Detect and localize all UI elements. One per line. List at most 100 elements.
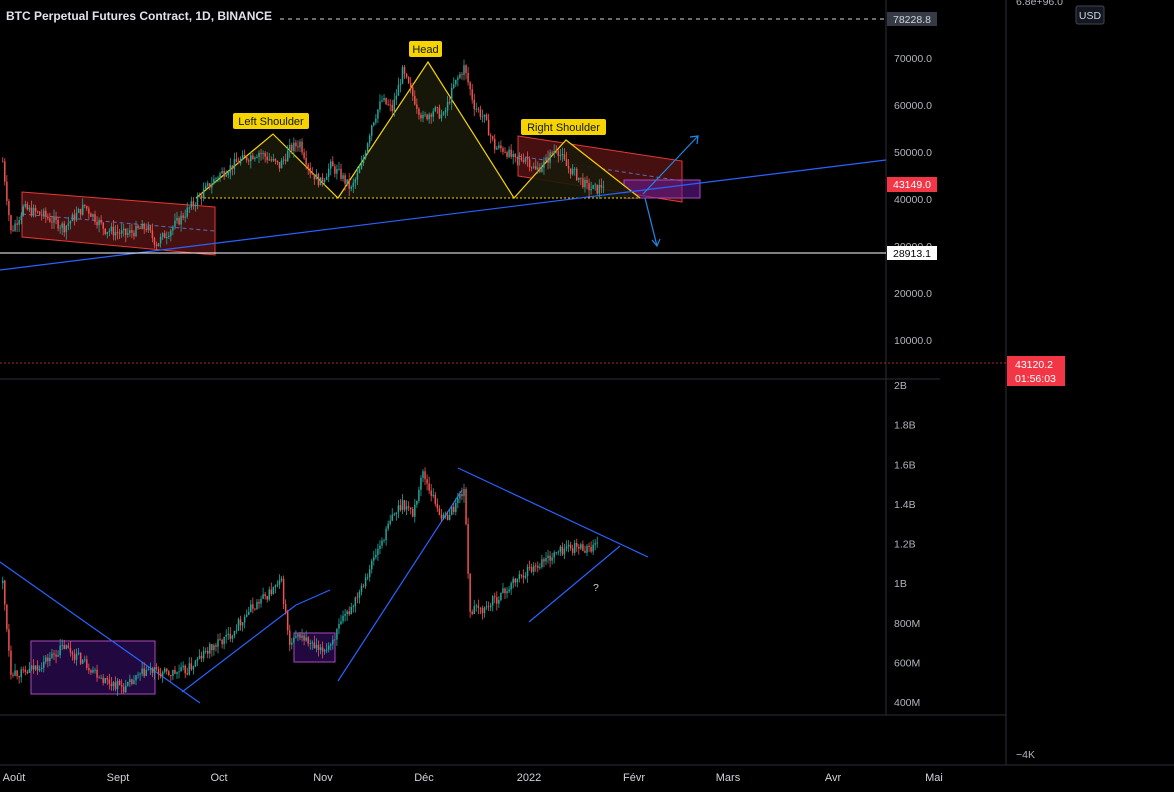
volume-axis-ticks[interactable]: 2B 1.8B 1.6B 1.4B 1.2B 1B 800M 600M 400M (894, 380, 920, 709)
price-candle (535, 166, 537, 170)
price-candle (36, 211, 39, 213)
volume-uptrend-3[interactable] (528, 545, 621, 623)
volume-candle (297, 634, 299, 637)
price-candle (237, 162, 240, 164)
volume-candles[interactable] (2, 467, 598, 696)
price-candle (422, 114, 424, 119)
price-candle (412, 87, 414, 96)
price-candle (211, 184, 213, 188)
volume-candle (590, 546, 592, 552)
volume-candle (319, 647, 322, 650)
price-candle (106, 232, 109, 234)
volume-candle (55, 654, 57, 657)
volume-candle (94, 669, 96, 671)
price-candle (461, 74, 463, 76)
volume-candle (381, 540, 383, 546)
head-label[interactable]: Head (409, 41, 442, 57)
price-candle (580, 177, 582, 179)
price-candle (57, 219, 59, 229)
volume-uptrend-1[interactable] (181, 604, 297, 693)
price-tick-label: 60000.0 (894, 100, 932, 112)
price-candle (352, 182, 355, 187)
bearish-arrow-head (651, 238, 661, 248)
price-candle (266, 156, 268, 161)
volume-candle (229, 633, 232, 639)
volume-candle (86, 659, 88, 668)
volume-candle (16, 670, 18, 677)
price-candle (336, 169, 338, 174)
volume-candle (422, 471, 424, 478)
volume-candle (186, 673, 188, 675)
volume-candle (166, 668, 168, 672)
price-candle (284, 159, 287, 162)
price-candle (14, 223, 16, 231)
volume-candle (401, 500, 404, 510)
price-candle (327, 168, 330, 177)
volume-candle (522, 575, 525, 578)
volume-candle (280, 578, 283, 581)
volume-candle (426, 479, 428, 484)
volume-candle (557, 551, 560, 553)
volume-candle (178, 671, 180, 673)
price-candle (213, 179, 215, 185)
volume-candle (291, 642, 293, 645)
volume-candle (161, 672, 164, 676)
right-shoulder-label[interactable]: Right Shoulder (521, 119, 606, 135)
volume-candle (34, 665, 37, 670)
volume-candle (496, 597, 498, 604)
bearish-arrow[interactable] (644, 197, 658, 247)
price-candle (2, 161, 4, 163)
price-candle (578, 177, 580, 180)
volume-candle (209, 644, 211, 654)
volume-candle (532, 565, 535, 572)
price-candle (151, 230, 154, 238)
volume-candle (235, 630, 238, 632)
volume-downtrend-1[interactable] (0, 561, 201, 704)
head-shoulders-pattern[interactable] (195, 60, 641, 199)
price-candle (61, 223, 63, 228)
volume-candle (348, 611, 350, 615)
volume-candle (116, 680, 119, 690)
volume-candle (444, 514, 447, 516)
volume-candle (366, 576, 369, 578)
volume-downtrend-2[interactable] (295, 589, 331, 606)
price-candle (207, 183, 209, 186)
volume-candle (250, 604, 252, 612)
time-axis-ticks[interactable]: Août Sept Oct Nov Déc 2022 Févr Mars Avr Mai (3, 772, 943, 784)
price-candle (541, 167, 543, 172)
volume-candle (315, 644, 318, 649)
price-candle (92, 214, 94, 217)
volume-downtrend-3[interactable] (457, 467, 649, 558)
price-candle (555, 150, 557, 152)
price-candle (250, 155, 252, 162)
volume-candle (100, 677, 102, 679)
volume-candle (196, 658, 199, 661)
volume-candle (352, 606, 355, 608)
bullish-arrow[interactable] (642, 135, 699, 195)
volume-candle (49, 657, 51, 662)
price-tick-label: 70000.0 (894, 53, 932, 65)
price-candle (198, 195, 201, 197)
price-candle (219, 173, 221, 178)
volume-candle (516, 578, 519, 583)
currency-button[interactable]: USD (1075, 5, 1105, 25)
price-candle (34, 207, 37, 212)
price-candle (405, 73, 408, 78)
price-candles[interactable] (2, 59, 605, 251)
svg-text:43120.2: 43120.2 (1015, 359, 1053, 371)
price-candle (22, 206, 24, 216)
volume-candle (239, 619, 242, 626)
volume-candle (262, 594, 264, 599)
price-candle (305, 158, 307, 165)
volume-candle (268, 589, 270, 600)
volume-candle (323, 650, 326, 652)
volume-candle (215, 645, 217, 647)
left-shoulder-label[interactable]: Left Shoulder (233, 113, 309, 129)
volume-candle (12, 674, 14, 676)
volume-candle (350, 607, 352, 615)
price-candle (157, 243, 160, 247)
long-trendline[interactable] (0, 159, 887, 271)
date-tick-label: Août (3, 772, 26, 784)
volume-candle (494, 596, 496, 598)
